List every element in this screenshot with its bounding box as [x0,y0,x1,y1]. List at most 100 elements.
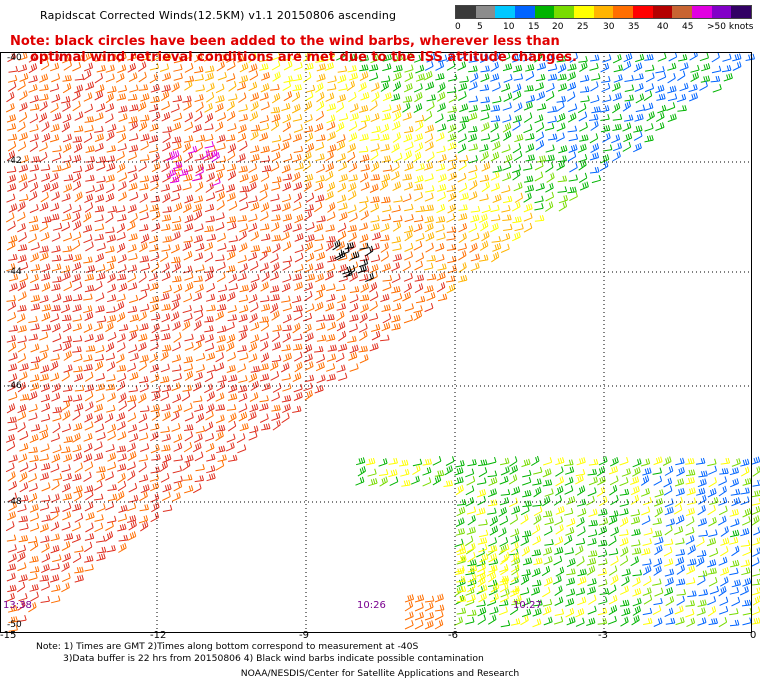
wind-barb [49,172,59,183]
wind-barb [83,432,93,442]
wind-barb [621,568,631,577]
wind-barb [215,95,225,104]
wind-barb [226,404,237,411]
wind-barb [458,182,468,193]
wind-barb [139,383,149,393]
wind-barb [50,433,60,442]
wind-barb [577,576,587,586]
wind-barb [459,192,469,201]
wind-barb [696,487,706,496]
wind-barb [62,410,71,421]
wind-barb [381,173,391,183]
wind-barb [622,60,632,71]
wind-barb [468,191,478,201]
wind-barb [6,240,16,251]
wind-barb [338,330,347,342]
wind-barb [751,606,760,616]
wind-barb [150,404,160,413]
wind-barb [467,559,477,567]
wind-barb [414,142,424,153]
wind-barb [150,444,160,454]
wind-barb [248,195,258,204]
wind-barb [281,164,291,174]
wind-barb [619,477,629,487]
wind-barb [72,304,82,313]
wind-barb [578,111,588,122]
wind-barb [686,565,696,575]
wind-barb [667,113,677,123]
wind-barb [424,222,434,233]
color-scale-swatch [554,6,575,18]
wind-barb [643,527,653,536]
wind-barb [600,113,610,121]
wind-barb [28,333,38,341]
wind-barb [489,525,499,536]
wind-barb [477,606,487,617]
wind-barb [402,95,413,103]
wind-barb [259,63,269,71]
wind-barb [545,162,554,173]
wind-barb [348,121,358,132]
wind-barb [478,543,488,553]
wind-barb [238,392,248,403]
wind-barb [281,202,291,212]
wind-barb [61,482,71,493]
wind-barb [610,574,619,586]
wind-barb [390,93,401,102]
wind-barb [271,341,281,351]
wind-barb [685,600,695,607]
wind-barb [6,534,17,542]
wind-barb [39,344,49,353]
wind-barb [640,487,650,497]
wind-barb [338,173,348,183]
wind-barb [591,175,602,184]
wind-barb [281,412,290,424]
wind-barb [370,196,380,203]
wind-barb [17,504,27,513]
wind-barb [586,495,595,506]
wind-barb [184,431,193,442]
wind-barb [579,74,590,83]
wind-barb [106,162,116,172]
wind-barb [84,485,94,494]
wind-barb [437,82,446,93]
wind-barb [127,400,137,412]
wind-barb [17,325,27,333]
wind-barb [160,426,170,433]
wind-barb [227,170,237,181]
wind-barb [564,476,574,486]
wind-barb [547,105,557,113]
wind-barb [520,615,529,626]
wind-barb [567,91,576,102]
wind-barb [642,538,652,546]
wind-barb [563,534,573,546]
wind-barb [499,475,509,485]
wind-barb [468,155,478,164]
wind-barb [722,53,732,62]
wind-barb [609,510,619,518]
wind-barb [751,498,760,506]
wind-barb [599,588,610,595]
wind-barb [139,175,150,183]
wind-barb [239,201,249,211]
wind-barb [204,140,214,149]
wind-barb [27,173,37,183]
wind-barb [316,73,326,82]
wind-barb [382,53,392,62]
wind-barb [28,215,39,224]
wind-barb [271,404,281,412]
wind-barb [510,552,520,563]
wind-barb [184,223,194,232]
wind-barb [29,433,39,444]
wind-barb [534,52,543,63]
wind-barb [250,244,261,252]
wind-barb [170,150,180,161]
wind-barb [304,173,314,183]
wind-barb [412,464,421,476]
wind-barb [338,253,348,261]
wind-barb [718,617,728,628]
wind-barb [501,233,511,242]
wind-barb [402,261,411,272]
wind-barb [698,470,708,478]
wind-barb [293,383,303,393]
